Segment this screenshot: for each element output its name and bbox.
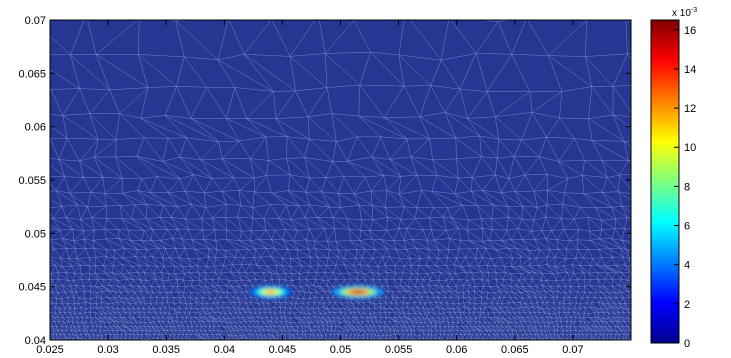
hotspot-1-level-4 (266, 290, 276, 294)
x-tick-label-6: 0.055 (385, 344, 413, 356)
x-tick-label-9: 0.07 (562, 344, 583, 356)
colorbar-ticks: 0 2 4 6 8 10 12 14 16 (674, 25, 696, 350)
y-tick-label-5: 0.065 (18, 68, 46, 80)
colorbar (650, 19, 680, 344)
x-tick-label-3: 0.04 (214, 344, 235, 356)
heat-hotspots (249, 285, 384, 299)
cb-tick-label-3: 6 (684, 221, 690, 233)
cb-tick-label-2: 4 (684, 260, 690, 272)
x-tick-label-1: 0.03 (97, 344, 118, 356)
x-tick-label-0: 0.025 (36, 344, 64, 356)
y-tick-label-6: 0.07 (25, 15, 46, 27)
hotspot-2-level-4 (352, 290, 364, 294)
x-tick-label-2: 0.035 (152, 344, 180, 356)
y-tick-label-3: 0.055 (18, 175, 46, 187)
x-axis-ticks: 0.025 0.03 0.035 0.04 0.045 0.05 0.055 0.06 0.06… (36, 20, 584, 356)
cb-tick-label-5: 10 (684, 142, 696, 154)
y-tick-label-1: 0.045 (18, 282, 46, 294)
cb-tick-label-1: 2 (684, 299, 690, 311)
cb-tick-label-0: 0 (684, 338, 690, 350)
x-tick-label-4: 0.045 (269, 344, 297, 356)
cb-tick-label-8: 16 (684, 25, 696, 37)
y-axis-ticks: 0.04 0.045 0.05 0.055 0.06 0.065 0.07 (18, 15, 631, 347)
y-tick-label-2: 0.05 (25, 228, 46, 240)
y-tick-label-4: 0.06 (25, 122, 46, 134)
cb-tick-label-6: 12 (684, 103, 696, 115)
cb-tick-label-4: 8 (684, 181, 690, 193)
x-tick-label-5: 0.05 (330, 344, 351, 356)
y-tick-label-0: 0.04 (25, 335, 46, 347)
colorbar-scale-label: x 10-3 (672, 7, 697, 19)
x-tick-label-8: 0.065 (501, 344, 529, 356)
cb-tick-label-7: 14 (684, 64, 696, 76)
x-tick-label-7: 0.06 (446, 344, 467, 356)
